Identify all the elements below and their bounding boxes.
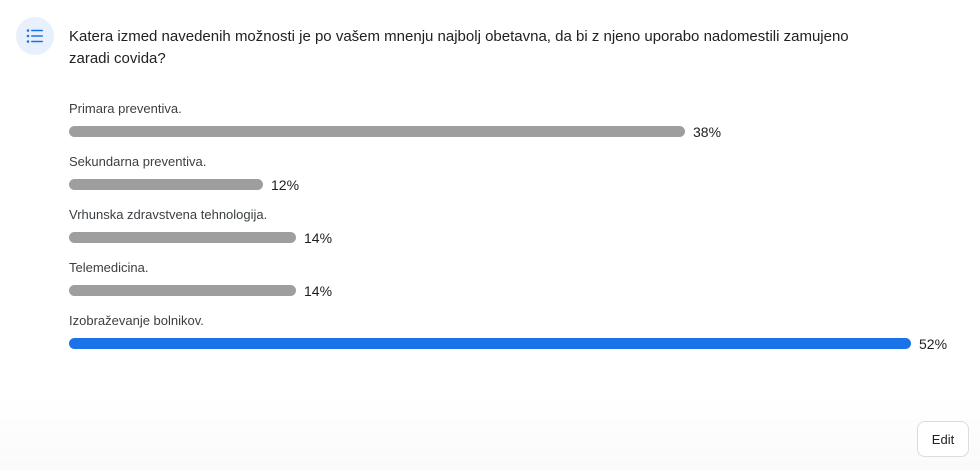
list-icon bbox=[16, 17, 54, 55]
result-percent: 38% bbox=[693, 124, 722, 140]
poll-option: Primara preventiva. 38% bbox=[69, 101, 959, 154]
result-bar bbox=[69, 126, 685, 137]
result-percent: 14% bbox=[304, 230, 333, 246]
edit-button[interactable]: Edit bbox=[917, 421, 969, 457]
poll-option: Telemedicina. 14% bbox=[69, 260, 959, 313]
result-bar bbox=[69, 179, 263, 190]
option-label: Telemedicina. bbox=[69, 260, 149, 275]
option-label: Izobraževanje bolnikov. bbox=[69, 313, 204, 328]
option-label: Primara preventiva. bbox=[69, 101, 182, 116]
result-bar-row: 12% bbox=[69, 176, 959, 194]
result-bar-row: 52% bbox=[69, 335, 959, 353]
result-bar bbox=[69, 338, 911, 349]
result-bar-row: 14% bbox=[69, 282, 959, 300]
option-label: Vrhunska zdravstvena tehnologija. bbox=[69, 207, 268, 222]
result-bar bbox=[69, 232, 296, 243]
poll-option: Sekundarna preventiva. 12% bbox=[69, 154, 959, 207]
result-bar-row: 38% bbox=[69, 123, 959, 141]
option-label: Sekundarna preventiva. bbox=[69, 154, 207, 169]
poll-option: Vrhunska zdravstvena tehnologija. 14% bbox=[69, 207, 959, 260]
result-percent: 12% bbox=[271, 177, 300, 193]
result-bar bbox=[69, 285, 296, 296]
result-bar-row: 14% bbox=[69, 229, 959, 247]
poll-options: Primara preventiva. 38% Sekundarna preve… bbox=[69, 101, 959, 366]
poll-option: Izobraževanje bolnikov. 52% bbox=[69, 313, 959, 366]
poll-question: Katera izmed navedenih možnosti je po va… bbox=[69, 28, 849, 67]
result-percent: 14% bbox=[304, 283, 333, 299]
result-percent: 52% bbox=[919, 336, 948, 352]
